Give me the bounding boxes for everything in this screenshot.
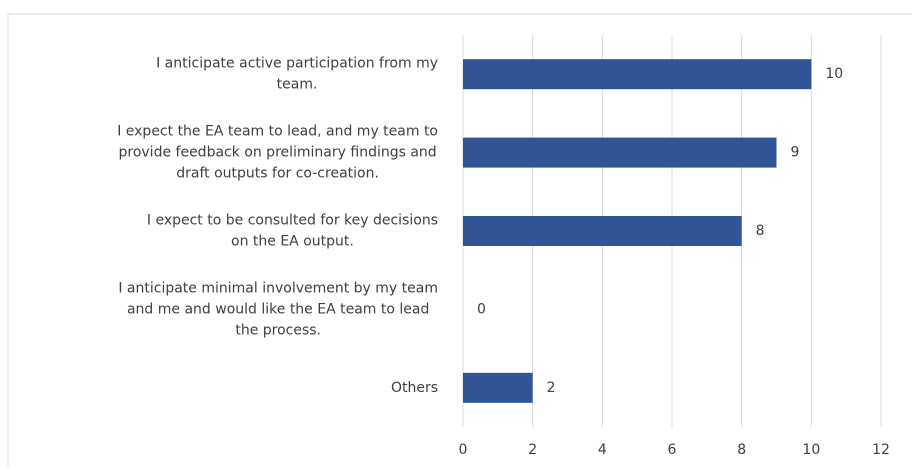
x-tick-label: 6	[668, 442, 677, 458]
x-tick-label: 4	[598, 442, 607, 458]
x-tick-label: 0	[459, 442, 468, 458]
bar	[463, 216, 742, 246]
category-label: I anticipate minimal involvement by my t…	[118, 280, 438, 338]
bar	[463, 59, 812, 90]
category-label: Others	[391, 380, 438, 396]
x-tick-label: 8	[737, 442, 746, 458]
value-label: 9	[791, 145, 800, 161]
value-label: 8	[756, 223, 765, 239]
bar	[463, 372, 533, 403]
bar	[463, 137, 777, 168]
category-label: I expect the EA team to lead, and my tea…	[117, 124, 438, 182]
value-label: 2	[547, 380, 556, 396]
category-label: I expect to be consulted for key decisio…	[147, 213, 438, 250]
value-label: 10	[825, 66, 843, 82]
x-tick-label: 2	[528, 442, 537, 458]
x-tick-label: 10	[802, 442, 820, 458]
value-label: 0	[477, 301, 486, 317]
x-tick-label: 12	[872, 442, 890, 458]
category-label: I anticipate active participation from m…	[156, 56, 438, 93]
